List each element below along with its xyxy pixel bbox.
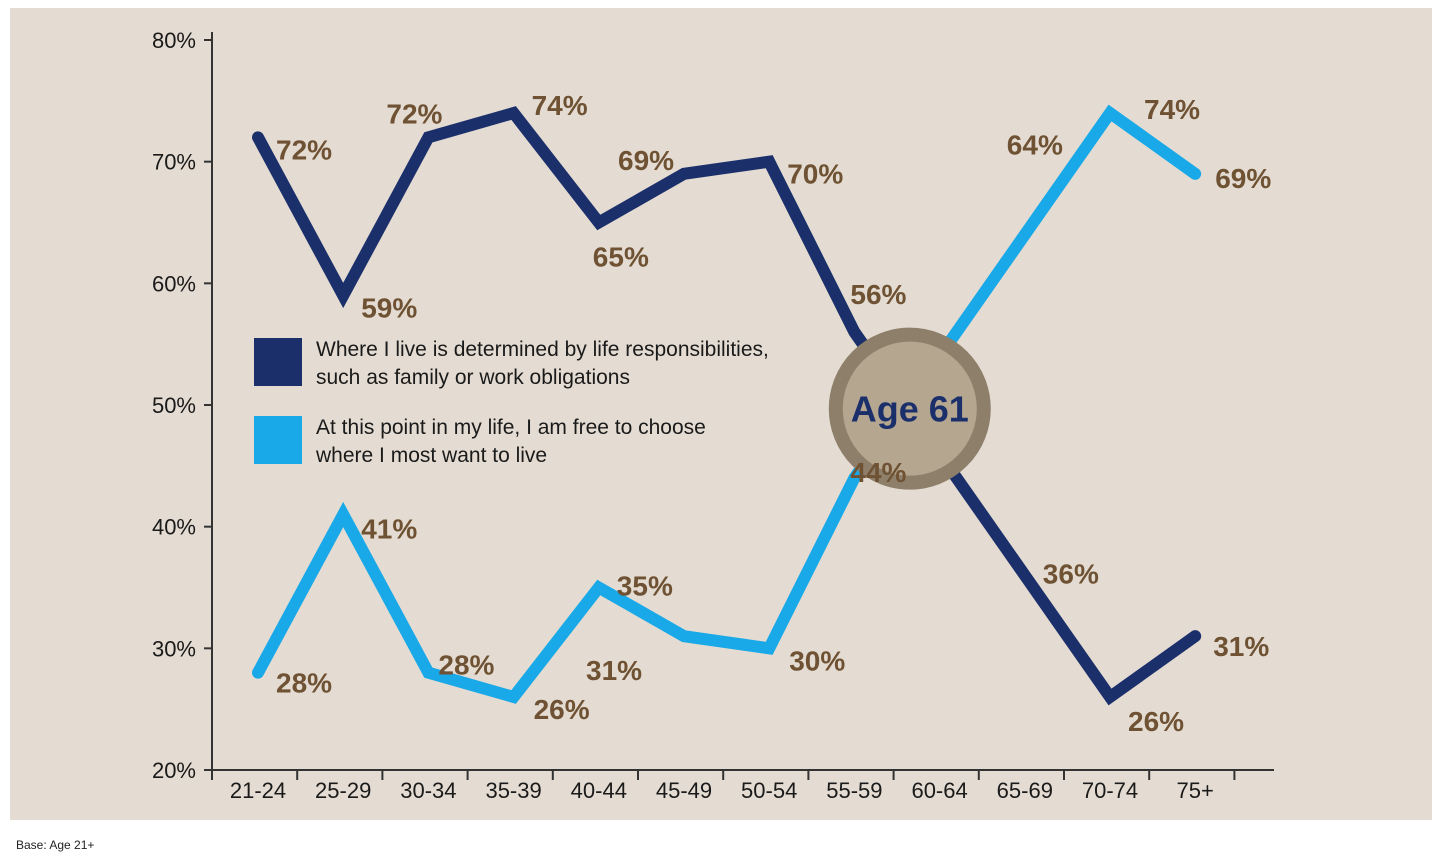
x-tick-label: 30-34 [400,778,456,803]
legend: Where I live is determined by life respo… [254,338,769,467]
data-label: 31% [586,655,642,686]
data-label: 30% [789,645,845,676]
data-label: 26% [534,694,590,725]
x-tick-label: 60-64 [911,778,967,803]
x-tick-label: 21-24 [230,778,286,803]
x-tick-label: 50-54 [741,778,797,803]
x-tick-label: 40-44 [571,778,627,803]
x-tick-label: 45-49 [656,778,712,803]
data-label: 26% [1128,706,1184,737]
y-tick-label: 20% [152,758,196,783]
data-label: 69% [1215,163,1271,194]
legend-label: At this point in my life, I am free to c… [316,416,706,439]
x-tick-label: 65-69 [997,778,1053,803]
data-label: 69% [618,145,674,176]
data-label: 72% [386,98,442,129]
badge-circle [828,327,991,490]
legend-label: such as family or work obligations [316,366,630,389]
y-tick-label: 40% [152,515,196,540]
data-label: 31% [1213,631,1269,662]
x-tick-label: 25-29 [315,778,371,803]
legend-swatch-1 [254,338,302,386]
legend-label: where I most want to live [315,444,547,467]
x-tick-label: 35-39 [485,778,541,803]
y-tick-label: 80% [152,28,196,53]
data-label: 70% [787,159,843,190]
data-label: 28% [438,650,494,681]
data-label: 44% [850,457,906,488]
x-axis-ticks: 21-24 25-29 30-34 35-39 40-44 45-49 50-54 55-59… [211,770,1236,803]
series-lines [252,104,1202,706]
series-line-2 [252,104,1202,704]
y-tick-label: 70% [152,150,196,175]
data-label: 28% [276,668,332,699]
badge-label: Age 61 [851,389,969,430]
x-tick-label: 70-74 [1082,778,1138,803]
line-chart: 20% 30% 40% 50% 60% 70% 80% 21-24 25-29 30-34 35-… [152,28,1274,803]
legend-swatch-2 [254,416,302,464]
data-label: 74% [532,90,588,121]
chart-panel: 20% 30% 40% 50% 60% 70% 80% 21-24 25-29 30-34 35-… [10,8,1432,820]
data-label: 59% [361,293,417,324]
data-label: 56% [850,279,906,310]
legend-label: Where I live is determined by life respo… [316,338,769,361]
data-label: 41% [361,514,417,545]
y-tick-label: 60% [152,271,196,296]
data-label: 65% [593,242,649,273]
data-label: 36% [1043,558,1099,589]
data-label: 74% [1144,94,1200,125]
base-footnote: Base: Age 21+ [16,838,95,852]
data-label: 72% [276,134,332,165]
x-tick-label: 55-59 [826,778,882,803]
series-line-1 [252,106,1202,706]
chart-axes [211,32,1274,771]
data-labels: 72% 59% 72% 74% 65% 69% 70% 56% 36% 26% 31% 28% 41% 2… [276,90,1271,737]
age-annotation-badge: Age 61 [828,327,991,490]
data-label: 64% [1007,130,1063,161]
data-label: 35% [617,571,673,602]
x-tick-label: 75+ [1177,778,1214,803]
y-tick-label: 50% [152,393,196,418]
y-tick-label: 30% [152,636,196,661]
y-axis-ticks: 20% 30% 40% 50% 60% 70% 80% [152,28,212,783]
